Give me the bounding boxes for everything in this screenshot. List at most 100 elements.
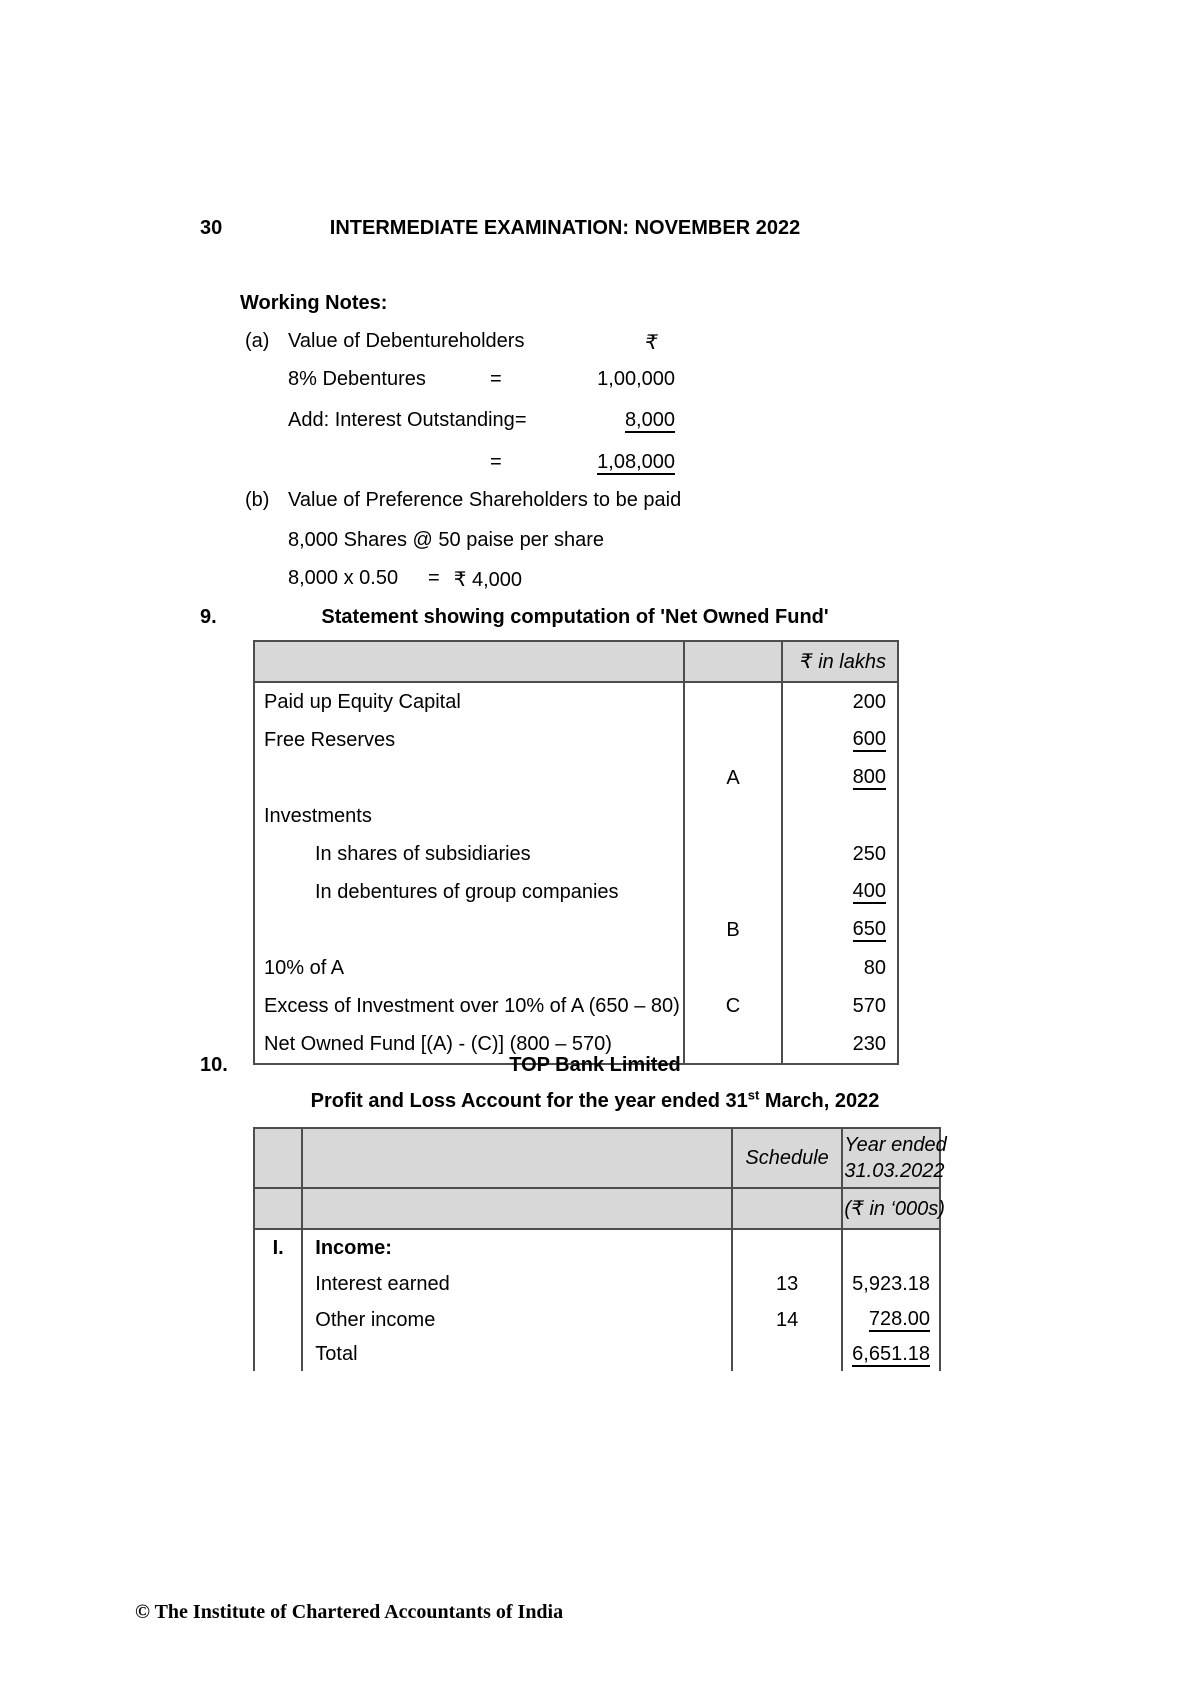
- table-header-row: ₹ in lakhs: [253, 640, 899, 683]
- cell-desc: In shares of subsidiaries: [253, 835, 685, 873]
- header-cell-schedule: [730, 1188, 843, 1230]
- page-number: 30: [200, 217, 223, 239]
- table-row: In debentures of group companies 400: [253, 873, 899, 911]
- table-row: Other income 14 728.00: [255, 1302, 939, 1338]
- cell-ref: [683, 949, 783, 987]
- table-header-row: Schedule Year ended 31.03.2022: [255, 1129, 947, 1189]
- note-b-result: ₹ 4,000: [453, 569, 523, 591]
- cell-value: [781, 797, 899, 835]
- table-row: Interest earned 13 5,923.18: [255, 1266, 939, 1302]
- table-row: Investments: [253, 797, 899, 835]
- cell-ref: B: [683, 911, 783, 949]
- header-cell-no: [255, 1129, 303, 1189]
- cell-ref: [683, 873, 783, 911]
- cell-desc: Income:: [301, 1229, 732, 1266]
- note-a-row-label: 8% Debentures: [288, 368, 426, 390]
- section10-number: 10.: [200, 1054, 228, 1076]
- cell-desc: Free Reserves: [253, 721, 685, 759]
- cell-value: 728.00: [841, 1302, 939, 1338]
- cell-desc: In debentures of group companies: [253, 873, 685, 911]
- cell-ref: A: [683, 759, 783, 797]
- table-row: Net Owned Fund [(A) - (C)] (800 – 570) 2…: [253, 1025, 899, 1064]
- header-cell-ref: [683, 640, 783, 683]
- cell-desc: [253, 759, 685, 797]
- cell-ref: [683, 1025, 783, 1064]
- cell-desc: Excess of Investment over 10% of A (650 …: [253, 987, 685, 1025]
- table-row: B 650: [253, 911, 899, 949]
- cell-schedule: [730, 1229, 843, 1266]
- cell-value: 650: [781, 911, 899, 949]
- cell-roman-no: [255, 1266, 302, 1302]
- note-a-label: (a): [245, 330, 270, 352]
- note-a-row-value: 1,08,000: [597, 451, 675, 475]
- note-a-currency-symbol: ₹: [645, 332, 658, 354]
- cell-value: 250: [781, 835, 899, 873]
- cell-value: 230: [781, 1025, 899, 1064]
- cell-value: 80: [781, 949, 899, 987]
- cell-ref: [683, 835, 783, 873]
- cell-schedule: 14: [730, 1302, 843, 1338]
- cell-value: 5,923.18: [841, 1266, 939, 1302]
- note-a-row: =: [288, 451, 502, 474]
- equals-sign: =: [490, 368, 502, 390]
- cell-roman-no: [255, 1338, 302, 1371]
- equals-sign: =: [490, 451, 502, 473]
- equals-sign: =: [514, 409, 527, 431]
- cell-ref: [683, 797, 783, 835]
- cell-schedule: 13: [730, 1266, 843, 1302]
- header-cell-schedule: Schedule: [730, 1129, 843, 1189]
- cell-desc: Paid up Equity Capital: [253, 682, 685, 721]
- cell-value: 200: [781, 682, 899, 721]
- cell-desc: Net Owned Fund [(A) - (C)] (800 – 570): [253, 1025, 685, 1064]
- cell-desc: Investments: [253, 797, 685, 835]
- cell-value: [841, 1229, 939, 1266]
- page-header-title: INTERMEDIATE EXAMINATION: NOVEMBER 2022: [329, 217, 801, 239]
- note-a-row-value: 1,00,000: [597, 368, 675, 390]
- table-header-row: (₹ in ‘000s): [255, 1188, 945, 1230]
- table-row: 10% of A 80: [253, 949, 899, 987]
- table-row: Paid up Equity Capital 200: [253, 682, 899, 721]
- note-a-row-label: Add: Interest Outstanding: [288, 409, 515, 431]
- table-row: A 800: [253, 759, 899, 797]
- cell-value: 6,651.18: [841, 1338, 939, 1371]
- note-b-line1: 8,000 Shares @ 50 paise per share: [288, 529, 605, 551]
- cell-roman-no: [255, 1302, 302, 1338]
- note-b-calc: 8,000 x 0.50: [288, 567, 399, 589]
- section9-heading: Statement showing computation of 'Net Ow…: [321, 606, 829, 628]
- note-a-row: Add: Interest Outstanding =: [288, 409, 527, 432]
- note-b-label: (b): [245, 489, 270, 511]
- note-a-row: 8% Debentures =: [288, 368, 502, 391]
- note-b-title: Value of Preference Shareholders to be p…: [288, 489, 682, 511]
- header-cell-desc: [253, 640, 685, 683]
- note-b-calc-row: 8,000 x 0.50 = ₹ 4,000: [288, 567, 522, 592]
- table-row: Excess of Investment over 10% of A (650 …: [253, 987, 899, 1025]
- cell-schedule: [730, 1338, 843, 1371]
- header-cell-no: [255, 1188, 303, 1230]
- cell-desc: Total: [301, 1338, 732, 1371]
- section10-subheading: Profit and Loss Account for the year end…: [310, 1087, 880, 1112]
- copyright-footer: © The Institute of Chartered Accountants…: [135, 1601, 564, 1623]
- table-row: In shares of subsidiaries 250: [253, 835, 899, 873]
- cell-desc: 10% of A: [253, 949, 685, 987]
- header-cell-desc: [301, 1188, 732, 1230]
- ordinal-superscript: st: [747, 1087, 760, 1103]
- profit-loss-table: Schedule Year ended 31.03.2022 (₹ in ‘000…: [255, 1129, 947, 1371]
- header-cell-desc: [301, 1129, 732, 1189]
- cell-roman-no: I.: [272, 1236, 284, 1259]
- table-row: Total 6,651.18: [255, 1338, 939, 1371]
- note-a-row-label: [288, 451, 490, 474]
- section10-heading: TOP Bank Limited: [509, 1054, 681, 1076]
- net-owned-fund-table: ₹ in lakhs Paid up Equity Capital 200 Fr…: [253, 640, 899, 1065]
- table-row: I. Income:: [255, 1229, 939, 1266]
- cell-ref: [683, 721, 783, 759]
- note-a-row-value: 8,000: [624, 409, 675, 433]
- cell-value: 600: [781, 721, 899, 759]
- cell-value: 400: [781, 873, 899, 911]
- cell-desc: Interest earned: [301, 1266, 732, 1302]
- cell-ref: [683, 682, 783, 721]
- header-cell-unit: (₹ in ‘000s): [841, 1188, 945, 1230]
- section9-number: 9.: [200, 606, 217, 628]
- note-a-title: Value of Debentureholders: [288, 330, 525, 352]
- table-row: Free Reserves 600: [253, 721, 899, 759]
